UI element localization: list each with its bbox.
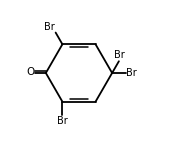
Text: Br: Br — [114, 50, 124, 60]
Text: Br: Br — [126, 68, 137, 78]
Text: Br: Br — [44, 22, 55, 32]
Text: Br: Br — [57, 116, 68, 126]
Text: O: O — [26, 67, 35, 77]
